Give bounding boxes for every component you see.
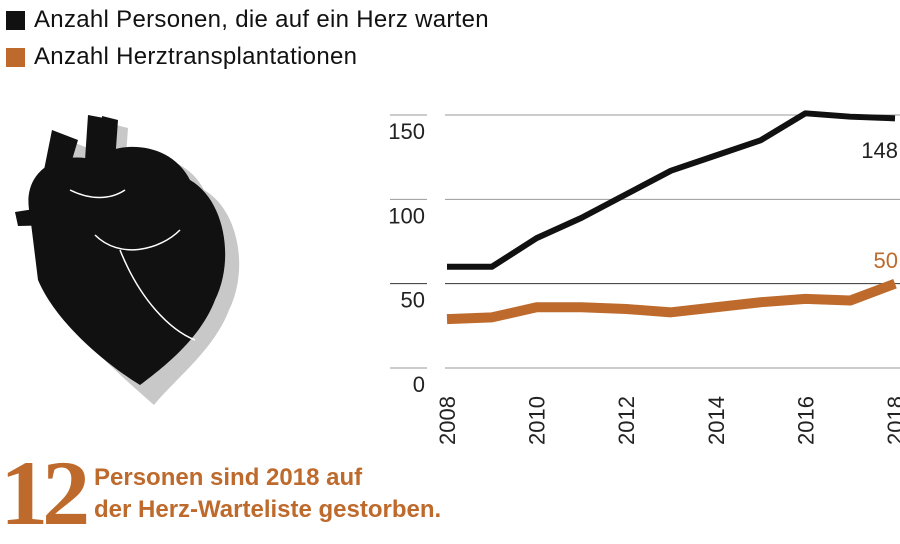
- series-line-1: [447, 284, 895, 319]
- line-chart: 0 50 100 150 2008 2010 2012 2014 2016 2018 148 50: [0, 0, 900, 533]
- y-tick-label: 0: [413, 372, 425, 397]
- x-tick-label: 2016: [793, 396, 818, 445]
- end-label-transplants: 50: [874, 248, 898, 273]
- y-tick-label: 100: [388, 203, 425, 228]
- heart-anatomy-icon: [15, 115, 239, 405]
- x-tick-label: 2010: [525, 396, 550, 445]
- end-label-waiting: 148: [861, 138, 898, 163]
- x-tick-label: 2008: [435, 396, 460, 445]
- x-tick-label: 2012: [614, 396, 639, 445]
- footer-stat: 12 Personen sind 2018 auf der Herz-Warte…: [0, 458, 441, 528]
- y-tick-label: 50: [401, 288, 425, 313]
- x-tick-label: 2018: [883, 396, 900, 445]
- stat-text-line1: Personen sind 2018 auf: [94, 462, 441, 494]
- stat-text-line2: der Herz-Warteliste gestorben.: [94, 494, 441, 526]
- series-line-0: [447, 113, 895, 266]
- y-tick-label: 150: [388, 119, 425, 144]
- x-tick-label: 2014: [704, 396, 729, 445]
- stat-number: 12: [0, 458, 84, 528]
